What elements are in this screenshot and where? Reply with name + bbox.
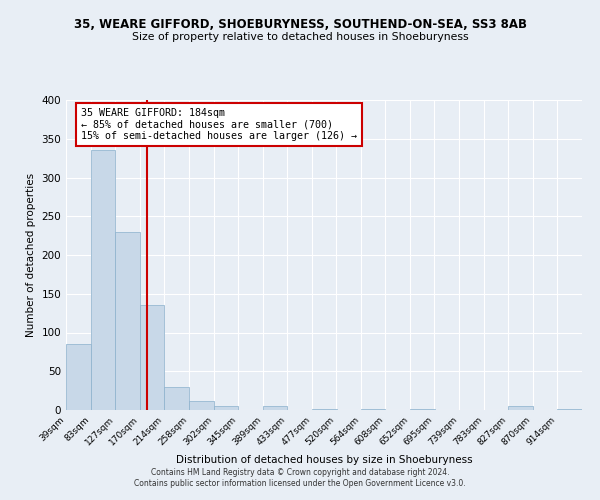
Bar (361, 409, 385, 410)
Bar (557, 409, 582, 410)
Bar (140, 304, 164, 410)
Bar (410, 409, 435, 410)
Bar (66, 344, 91, 410)
Text: Contains HM Land Registry data © Crown copyright and database right 2024.
Contai: Contains HM Land Registry data © Crown c… (134, 468, 466, 487)
Text: Size of property relative to detached houses in Shoeburyness: Size of property relative to detached ho… (131, 32, 469, 42)
Text: 35 WEARE GIFFORD: 184sqm
← 85% of detached houses are smaller (700)
15% of semi-: 35 WEARE GIFFORD: 184sqm ← 85% of detach… (82, 108, 358, 141)
Bar (115, 232, 140, 410)
Bar (508, 406, 533, 410)
Bar (189, 400, 214, 410)
Text: 35, WEARE GIFFORD, SHOEBURYNESS, SOUTHEND-ON-SEA, SS3 8AB: 35, WEARE GIFFORD, SHOEBURYNESS, SOUTHEN… (74, 18, 527, 30)
Bar (214, 406, 238, 410)
Bar (91, 150, 115, 410)
Bar (164, 387, 189, 410)
Y-axis label: Number of detached properties: Number of detached properties (26, 173, 36, 337)
Bar (263, 406, 287, 410)
X-axis label: Distribution of detached houses by size in Shoeburyness: Distribution of detached houses by size … (176, 456, 472, 466)
Bar (312, 409, 337, 410)
